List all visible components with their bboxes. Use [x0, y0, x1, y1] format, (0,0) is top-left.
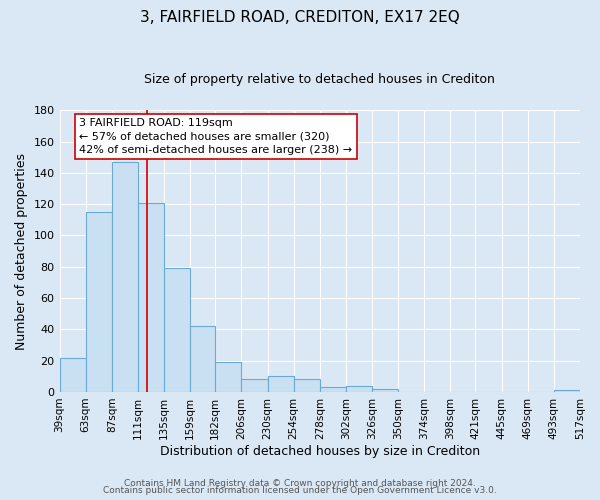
Bar	[346, 386, 372, 392]
Bar	[59, 358, 86, 392]
Bar	[215, 362, 241, 392]
Bar	[241, 380, 268, 392]
Bar	[112, 162, 138, 392]
Text: Contains public sector information licensed under the Open Government Licence v3: Contains public sector information licen…	[103, 486, 497, 495]
Bar	[164, 268, 190, 392]
Text: 3, FAIRFIELD ROAD, CREDITON, EX17 2EQ: 3, FAIRFIELD ROAD, CREDITON, EX17 2EQ	[140, 10, 460, 25]
X-axis label: Distribution of detached houses by size in Crediton: Distribution of detached houses by size …	[160, 444, 480, 458]
Bar	[268, 376, 293, 392]
Text: 3 FAIRFIELD ROAD: 119sqm
← 57% of detached houses are smaller (320)
42% of semi-: 3 FAIRFIELD ROAD: 119sqm ← 57% of detach…	[79, 118, 352, 154]
Text: Contains HM Land Registry data © Crown copyright and database right 2024.: Contains HM Land Registry data © Crown c…	[124, 478, 476, 488]
Bar	[86, 212, 112, 392]
Bar	[320, 388, 346, 392]
Y-axis label: Number of detached properties: Number of detached properties	[15, 152, 28, 350]
Bar	[293, 380, 320, 392]
Bar	[190, 326, 215, 392]
Bar	[554, 390, 580, 392]
Bar	[138, 202, 164, 392]
Bar	[372, 389, 398, 392]
Title: Size of property relative to detached houses in Crediton: Size of property relative to detached ho…	[145, 72, 495, 86]
